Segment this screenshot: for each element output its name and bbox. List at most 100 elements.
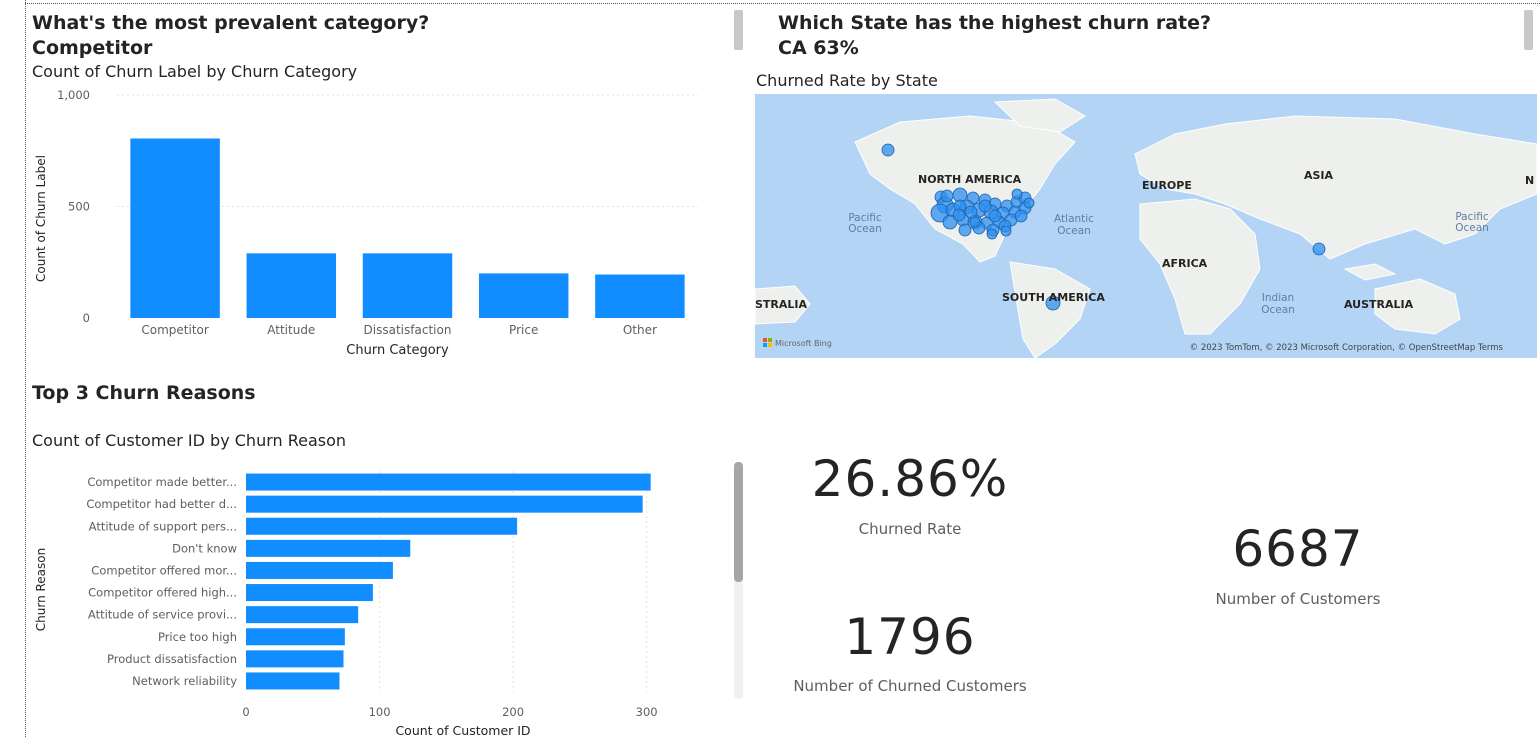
bing-logo-text: Microsoft Bing bbox=[775, 339, 832, 348]
bar[interactable] bbox=[246, 473, 651, 491]
y-tick-label: 0 bbox=[83, 311, 90, 325]
bar[interactable] bbox=[246, 495, 643, 513]
map-landmasses bbox=[755, 98, 1537, 358]
x-tick-label: 0 bbox=[242, 705, 249, 719]
x-tick-label: 300 bbox=[636, 705, 658, 719]
state-bubble[interactable] bbox=[964, 205, 978, 219]
bar[interactable] bbox=[130, 138, 220, 318]
x-tick-label: 100 bbox=[369, 705, 391, 719]
bing-logo: Microsoft Bing bbox=[763, 338, 832, 348]
y-tick-label: Competitor had better d... bbox=[86, 497, 237, 511]
label-pacific-right-1: Pacific bbox=[1455, 211, 1489, 223]
bar[interactable] bbox=[246, 517, 518, 535]
state-question: Which State has the highest churn rate? bbox=[778, 12, 1212, 34]
label-n-edge: N bbox=[1525, 174, 1534, 187]
x-tick-label: Price bbox=[509, 323, 538, 337]
page-border-left bbox=[25, 0, 27, 737]
scrollbar-thumb-right[interactable] bbox=[1524, 10, 1533, 50]
y-tick-label: Competitor offered mor... bbox=[91, 563, 237, 577]
australia-land bbox=[1374, 278, 1461, 335]
state-bubble[interactable] bbox=[1000, 225, 1012, 237]
x-axis-title: Count of Customer ID bbox=[395, 723, 530, 737]
bar[interactable] bbox=[595, 274, 685, 318]
x-tick-label: Attitude bbox=[267, 323, 315, 337]
state-bubble[interactable] bbox=[978, 199, 992, 213]
reasons-chart-title: Count of Customer ID by Churn Reason bbox=[32, 431, 347, 450]
scrollbar-thumb[interactable] bbox=[734, 10, 743, 50]
continent-labels: NORTH AMERICA EUROPE ASIA AFRICA SOUTH A… bbox=[755, 169, 1534, 311]
label-africa: AFRICA bbox=[1162, 257, 1208, 270]
state-bubble[interactable] bbox=[1011, 188, 1023, 200]
bar[interactable] bbox=[246, 672, 340, 690]
churned-customers-label: Number of Churned Customers bbox=[793, 677, 1027, 695]
label-south-america: SOUTH AMERICA bbox=[1002, 291, 1105, 304]
state-bubble[interactable] bbox=[1014, 209, 1028, 223]
australia-left-land bbox=[755, 285, 811, 325]
state-bubble[interactable] bbox=[881, 143, 895, 157]
state-answer: CA 63% bbox=[778, 37, 859, 59]
map-title: Churned Rate by State bbox=[756, 71, 938, 90]
churn-rate-map[interactable]: NORTH AMERICA EUROPE ASIA AFRICA SOUTH A… bbox=[755, 94, 1537, 358]
category-bar-chart: 1,000 500 0 Competitor Attitude Dissatisfacti… bbox=[34, 88, 698, 358]
customers-label: Number of Customers bbox=[1215, 590, 1381, 608]
eurasia-land bbox=[1134, 115, 1537, 260]
category-answer: Competitor bbox=[32, 37, 153, 59]
y-tick-label: Product dissatisfaction bbox=[107, 652, 237, 666]
page-border-top bbox=[25, 3, 1540, 5]
y-tick-label: Competitor offered high... bbox=[88, 586, 237, 600]
bar[interactable] bbox=[362, 253, 453, 318]
state-bubble[interactable] bbox=[952, 208, 966, 222]
state-bubble[interactable] bbox=[1312, 242, 1326, 256]
state-bubble[interactable] bbox=[1023, 197, 1035, 209]
label-north-america: NORTH AMERICA bbox=[918, 173, 1022, 186]
state-bubbles bbox=[881, 143, 1326, 311]
category-question: What's the most prevalent category? bbox=[32, 12, 430, 34]
y-tick-label: Attitude of service provi... bbox=[88, 608, 237, 622]
state-bubble[interactable] bbox=[940, 189, 954, 203]
bar[interactable] bbox=[246, 561, 393, 579]
y-tick-label: 1,000 bbox=[57, 88, 90, 102]
label-pacific-right-2: Ocean bbox=[1455, 222, 1489, 234]
y-axis-title: Count of Churn Label bbox=[34, 155, 48, 282]
reasons-section-title: Top 3 Churn Reasons bbox=[32, 382, 256, 404]
bar[interactable] bbox=[246, 584, 373, 602]
label-australia-left: STRALIA bbox=[755, 298, 808, 311]
state-bubble[interactable] bbox=[969, 216, 981, 228]
churned-customers-value: 1796 bbox=[844, 608, 976, 666]
churned-rate-label: Churned Rate bbox=[858, 520, 962, 538]
label-atlantic-2: Ocean bbox=[1057, 225, 1091, 237]
state-bubble[interactable] bbox=[1045, 295, 1061, 311]
africa-land bbox=[1139, 198, 1261, 335]
label-indian-1: Indian bbox=[1262, 292, 1294, 304]
y-tick-label: Price too high bbox=[158, 630, 237, 644]
bar[interactable] bbox=[478, 273, 569, 318]
y-axis-title: Churn Reason bbox=[34, 548, 48, 631]
reasons-scrollbar-thumb[interactable] bbox=[734, 462, 743, 582]
label-asia: ASIA bbox=[1304, 169, 1334, 182]
label-australia: AUSTRALIA bbox=[1344, 298, 1414, 311]
ocean-labels: Pacific Ocean Atlantic Ocean Indian Ocea… bbox=[848, 211, 1489, 316]
y-tick-label: Don't know bbox=[172, 541, 237, 555]
churned-rate-value: 26.86% bbox=[811, 450, 1009, 508]
x-tick-label: Dissatisfaction bbox=[364, 323, 452, 337]
bar[interactable] bbox=[246, 539, 411, 557]
y-tick-label: Attitude of support pers... bbox=[89, 519, 237, 533]
label-europe: EUROPE bbox=[1142, 179, 1192, 192]
bar[interactable] bbox=[246, 628, 345, 646]
state-bubble[interactable] bbox=[958, 223, 972, 237]
label-pacific-left-1: Pacific bbox=[848, 212, 882, 224]
state-bubble[interactable] bbox=[986, 228, 998, 240]
y-tick-label: Competitor made better... bbox=[87, 475, 237, 489]
state-bubble[interactable] bbox=[988, 209, 1002, 223]
bar[interactable] bbox=[246, 650, 344, 668]
south-america-land bbox=[1009, 261, 1091, 358]
reason-bar-chart: 0 100 200 300 Competitor made better... Compe… bbox=[34, 471, 658, 737]
bar[interactable] bbox=[246, 253, 337, 318]
label-pacific-left-2: Ocean bbox=[848, 223, 882, 235]
x-tick-label: Other bbox=[623, 323, 657, 337]
x-tick-label: 200 bbox=[502, 705, 524, 719]
label-atlantic-1: Atlantic bbox=[1054, 213, 1094, 225]
bar[interactable] bbox=[246, 606, 359, 624]
y-tick-label: 500 bbox=[68, 200, 90, 214]
x-tick-label: Competitor bbox=[141, 323, 208, 337]
